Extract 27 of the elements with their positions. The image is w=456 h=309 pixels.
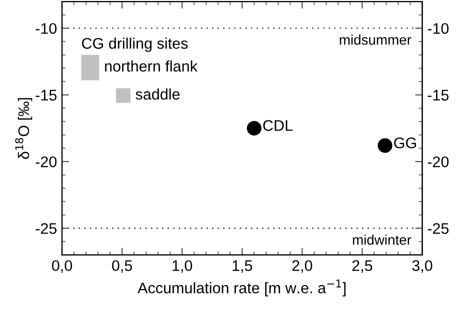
- x-tick-label: 1,0: [172, 260, 192, 273]
- y-tick-label: -20: [36, 156, 57, 168]
- x-tick-label: 0,0: [52, 260, 72, 273]
- ref-line-label: midwinter: [352, 234, 412, 245]
- y2-tick-label: -15: [428, 90, 449, 101]
- x-tick-label: 3,0: [412, 260, 432, 273]
- series-label: GG: [394, 137, 416, 148]
- point: [246, 120, 262, 136]
- y2-tick-label: -25: [428, 223, 449, 234]
- ref-line-label: midsummer: [340, 34, 412, 45]
- x-tick-label: 0,5: [112, 260, 132, 273]
- y-axis-title: δ$^{18}$O [‰]: [15, 98, 32, 159]
- y-tick-label: -15: [36, 90, 57, 101]
- x-tick-label: 2,5: [352, 260, 372, 273]
- point: [378, 138, 392, 153]
- series-label: CDL: [263, 120, 293, 131]
- y-tick-label: -25: [36, 223, 57, 234]
- x-tick-label: 1,5: [232, 260, 252, 273]
- y2-tick-label: -10: [428, 23, 449, 34]
- series-label: saddle: [136, 88, 180, 100]
- point: [81, 54, 100, 80]
- y-tick-label: -10: [36, 23, 57, 34]
- y2-tick-label: -20: [428, 156, 449, 168]
- series-label: northern flank: [105, 60, 198, 72]
- legend-title: CG drilling sites: [82, 38, 188, 52]
- x-axis-title: Accumulation rate [m w.e. a$^{−1}$]: [138, 280, 346, 296]
- x-tick-label: 2,0: [292, 260, 312, 273]
